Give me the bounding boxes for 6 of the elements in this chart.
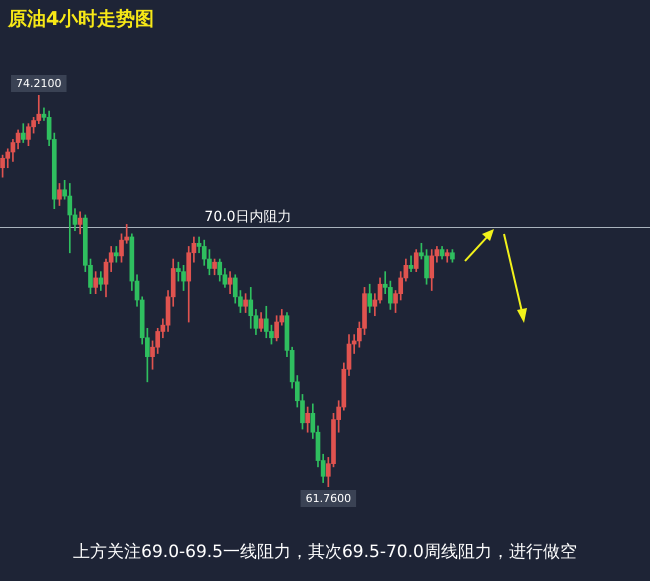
annotation: 74.2100 <box>16 76 62 90</box>
annotation: 61.7600 <box>306 492 352 505</box>
ref-line-label: 70.0日内阻力 <box>204 209 292 226</box>
chart-title: 原油4小时走势图 <box>8 7 154 32</box>
text: 上方关注69.0-69.5一线阻力，其次69.5-70.0周线阻力，进行做空 <box>72 541 578 563</box>
candlestick <box>408 256 414 272</box>
